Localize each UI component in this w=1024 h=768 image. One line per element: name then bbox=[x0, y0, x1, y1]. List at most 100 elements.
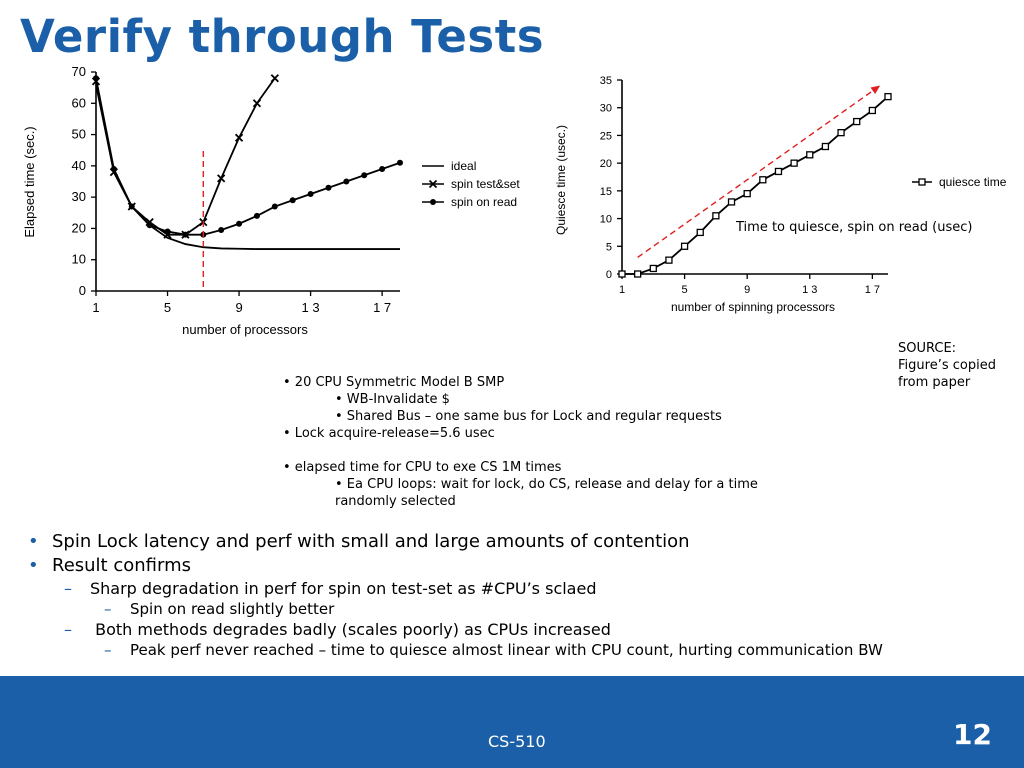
chart2-trend-arrowhead-icon bbox=[870, 85, 881, 95]
x-tick-label: 1 7 bbox=[373, 300, 391, 315]
legend-square-marker-icon bbox=[918, 178, 926, 186]
data-point bbox=[853, 117, 861, 126]
spec-subitem: • Ea CPU loops: wait for lock, do CS, re… bbox=[335, 477, 758, 509]
footer-bar bbox=[0, 676, 1024, 768]
page-number: 12 bbox=[953, 718, 992, 751]
data-point bbox=[712, 212, 720, 220]
x-tick-label: 9 bbox=[744, 284, 750, 296]
data-point bbox=[821, 142, 830, 151]
bullet-dash-icon: – bbox=[104, 600, 112, 618]
spec-item: • Lock acquire-release=5.6 usec bbox=[283, 426, 495, 441]
data-point bbox=[218, 226, 225, 233]
data-point bbox=[325, 184, 332, 191]
source-note: SOURCE: Figure’s copied from paper bbox=[898, 340, 996, 391]
sub-sub-bullet-item: – Peak perf never reached – time to quies… bbox=[28, 640, 1008, 660]
series-line-0 bbox=[95, 84, 400, 250]
spec-subitem: • WB-Invalidate $ bbox=[335, 392, 450, 407]
data-point bbox=[253, 212, 260, 219]
x-tick-label: 1 7 bbox=[865, 284, 880, 296]
slide-title: Verify through Tests bbox=[20, 10, 545, 63]
bullet-item: • Spin Lock latency and perf with small a… bbox=[28, 530, 1008, 554]
x-tick-label: 1 3 bbox=[302, 300, 320, 315]
data-point bbox=[743, 189, 751, 198]
bullet-text: Spin Lock latency and perf with small an… bbox=[52, 531, 690, 552]
y-tick-label: 20 bbox=[600, 158, 612, 170]
series-line-0 bbox=[622, 95, 889, 275]
x-tick-label: 5 bbox=[164, 300, 171, 315]
sub-sub-bullet-item: – Spin on read slightly better bbox=[28, 599, 1008, 619]
bullet-dash-icon: – bbox=[64, 579, 72, 598]
bullet-dash-icon: – bbox=[64, 620, 72, 639]
course-label: CS-510 bbox=[488, 732, 546, 751]
sub-sub-bullet-text: Peak perf never reached – time to quiesc… bbox=[130, 641, 883, 659]
legend-x-marker-icon bbox=[428, 179, 438, 189]
legend-label-spin-test-set: spin test&set bbox=[451, 177, 520, 191]
experiment-specs: • 20 CPU Symmetric Model B SMP • WB-Inva… bbox=[283, 374, 843, 510]
sub-bullet-text: Both methods degrades badly (scales poor… bbox=[90, 620, 611, 639]
legend-dot-marker-icon bbox=[430, 199, 436, 205]
y-tick-label: 20 bbox=[72, 220, 86, 235]
data-point bbox=[361, 172, 368, 179]
data-point bbox=[759, 176, 767, 184]
y-tick-label: 40 bbox=[72, 158, 86, 173]
source-text-line-1: Figure’s copied bbox=[898, 358, 996, 373]
legend-label-spin-on-read: spin on read bbox=[451, 195, 517, 209]
data-point bbox=[649, 264, 657, 273]
data-point bbox=[884, 92, 892, 101]
chart2-x-axis-label: number of spinning processors bbox=[671, 300, 835, 314]
y-tick-label: 60 bbox=[72, 95, 86, 110]
y-tick-label: 30 bbox=[72, 189, 86, 204]
bullet-dot-icon: • bbox=[28, 531, 39, 552]
series-line-2 bbox=[95, 78, 401, 236]
data-point bbox=[696, 228, 704, 237]
y-tick-label: 50 bbox=[72, 127, 86, 142]
bullet-text: Result confirms bbox=[52, 555, 191, 576]
data-point bbox=[680, 242, 689, 250]
y-tick-label: 70 bbox=[72, 64, 86, 79]
y-tick-label: 25 bbox=[600, 130, 612, 142]
data-point bbox=[146, 222, 153, 229]
elapsed-time-chart: 0 10 20 30 40 50 60 70 1 5 9 1 3 1 7 Elapsed time (… bbox=[22, 64, 520, 337]
bullet-dash-icon: – bbox=[104, 641, 112, 659]
y-tick-label: 0 bbox=[79, 283, 86, 298]
y-tick-label: 0 bbox=[606, 269, 612, 281]
spec-gap bbox=[283, 442, 843, 459]
data-point bbox=[182, 231, 189, 238]
data-point bbox=[868, 106, 877, 115]
y-tick-label: 15 bbox=[600, 186, 612, 198]
x-tick-label: 1 bbox=[619, 284, 625, 296]
spec-item: • 20 CPU Symmetric Model B SMP bbox=[283, 375, 505, 390]
series-line-1 bbox=[95, 77, 276, 236]
data-point bbox=[110, 165, 117, 172]
spec-subitem: • Shared Bus – one same bus for Lock and… bbox=[335, 409, 722, 424]
x-tick-label: 9 bbox=[235, 300, 242, 315]
sub-bullet-text: Sharp degradation in perf for spin on te… bbox=[90, 579, 597, 598]
data-point bbox=[774, 167, 783, 176]
data-point bbox=[307, 191, 314, 198]
data-point bbox=[270, 74, 279, 83]
chart1-x-axis-label: number of processors bbox=[182, 322, 308, 337]
data-point bbox=[252, 99, 262, 108]
data-point bbox=[234, 133, 244, 142]
sub-bullet-item: – Sharp degradation in perf for spin on t… bbox=[28, 578, 1008, 599]
sub-bullet-item: – Both methods degrades badly (scales po… bbox=[28, 619, 1008, 640]
legend-label-quiesce-time: quiesce time bbox=[939, 175, 1007, 189]
bullet-item: • Result confirms bbox=[28, 554, 1008, 578]
data-point bbox=[164, 228, 171, 235]
data-point bbox=[93, 75, 99, 82]
data-point bbox=[236, 220, 243, 227]
data-point bbox=[271, 203, 278, 210]
x-tick-label: 1 bbox=[92, 300, 99, 315]
y-tick-label: 10 bbox=[72, 252, 86, 267]
data-point bbox=[665, 256, 673, 264]
data-point bbox=[806, 151, 814, 159]
y-tick-label: 35 bbox=[600, 75, 612, 87]
data-point bbox=[790, 159, 798, 167]
source-text-line-2: from paper bbox=[898, 375, 971, 390]
sub-sub-bullet-text: Spin on read slightly better bbox=[130, 600, 335, 618]
main-bullets: • Spin Lock latency and perf with small a… bbox=[28, 530, 1008, 660]
y-tick-label: 10 bbox=[600, 214, 612, 226]
chart1-y-axis-label: Elapsed time (sec.) bbox=[22, 126, 37, 237]
chart2-annotation: Time to quiesce, spin on read (usec) bbox=[736, 220, 973, 235]
